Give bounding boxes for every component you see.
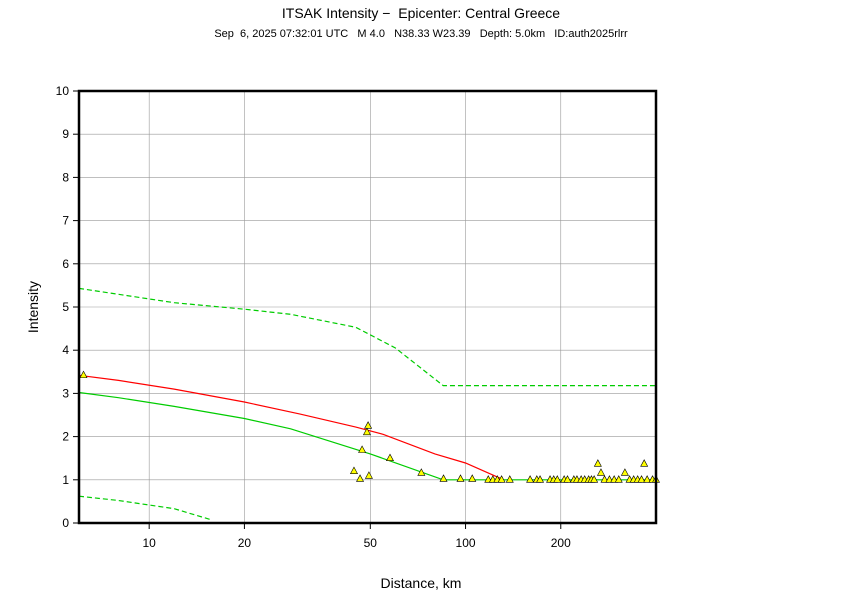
station-marker — [620, 468, 629, 476]
station-marker — [497, 475, 506, 483]
station-marker — [79, 370, 88, 379]
station-marker — [364, 471, 373, 479]
series-line — [78, 287, 656, 387]
station-marker — [643, 475, 652, 483]
station-marker — [553, 475, 562, 483]
x-tick-label: 100 — [456, 536, 476, 550]
x-tick-label: 50 — [364, 536, 378, 550]
station-marker — [439, 474, 448, 482]
station-marker — [637, 475, 646, 483]
station-marker — [456, 474, 465, 482]
y-tick-label: 9 — [62, 127, 69, 141]
x-tick-label: 10 — [143, 536, 157, 550]
station-marker — [385, 453, 394, 461]
station-marker — [358, 445, 367, 453]
series-line — [78, 391, 656, 481]
y-tick-label: 5 — [62, 300, 69, 314]
station-marker — [605, 475, 614, 483]
chart-title: ITSAK Intensity − Epicenter: Central Gre… — [282, 5, 560, 21]
y-tick-label: 3 — [62, 386, 69, 400]
series-line — [78, 495, 213, 521]
y-tick-label: 2 — [62, 430, 69, 444]
station-marker — [362, 427, 371, 436]
plot-frame — [77, 89, 658, 525]
y-tick-label: 8 — [62, 170, 69, 184]
station-marker — [536, 475, 545, 483]
station-marker — [505, 475, 514, 483]
station-marker — [364, 421, 373, 429]
x-tick-label: 20 — [238, 536, 252, 550]
y-tick-label: 0 — [62, 516, 69, 530]
station-marker — [468, 474, 477, 482]
y-tick-label: 1 — [62, 473, 69, 487]
station-marker — [349, 466, 358, 474]
series-line — [78, 374, 504, 481]
x-tick-label: 200 — [551, 536, 571, 550]
y-tick-label: 7 — [62, 214, 69, 228]
y-axis-label: Intensity — [25, 281, 41, 333]
y-tick-label: 10 — [56, 84, 70, 98]
station-marker — [596, 468, 605, 476]
station-marker — [590, 475, 599, 483]
station-marker — [417, 468, 426, 476]
station-marker — [640, 459, 649, 467]
x-axis-label: Distance, km — [381, 575, 462, 591]
station-marker — [600, 475, 609, 483]
chart-subtitle: Sep 6, 2025 07:32:01 UTC M 4.0 N38.33 W2… — [214, 28, 628, 40]
station-marker — [526, 475, 535, 483]
station-marker — [614, 475, 623, 483]
station-marker — [356, 474, 365, 482]
y-tick-label: 4 — [62, 343, 69, 357]
station-marker — [593, 459, 602, 467]
station-marker — [563, 475, 572, 483]
y-tick-label: 6 — [62, 257, 69, 271]
